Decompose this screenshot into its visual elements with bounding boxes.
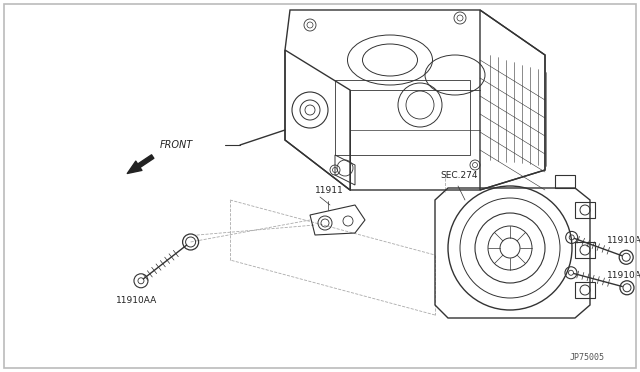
Text: JP75005: JP75005 [570,353,605,362]
Text: SEC.274: SEC.274 [440,171,477,180]
Text: 11911: 11911 [315,186,344,195]
Text: 11910A: 11910A [607,271,640,280]
Text: FRONT: FRONT [160,140,193,150]
Text: 11910AA: 11910AA [116,296,157,305]
Text: 11910A: 11910A [607,236,640,245]
FancyArrowPatch shape [127,155,154,173]
